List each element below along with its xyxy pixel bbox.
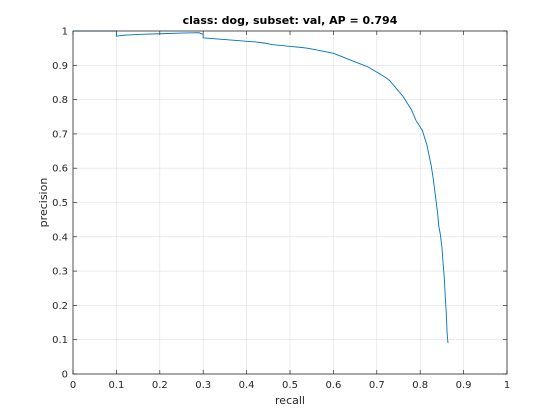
x-tick-label: 0.1 <box>108 380 124 391</box>
y-tick-label: 0.3 <box>52 267 68 278</box>
y-axis-label: precision <box>37 178 50 228</box>
x-tick-label: 0.2 <box>152 380 168 391</box>
chart-title: class: dog, subset: val, AP = 0.794 <box>183 14 398 27</box>
y-tick-label: 0 <box>62 370 68 381</box>
y-tick-label: 0.7 <box>52 129 68 140</box>
plot-box <box>72 30 508 375</box>
y-tick-label: 0.4 <box>52 232 68 243</box>
y-tick-label: 0.9 <box>52 61 68 72</box>
y-tick-label: 1 <box>62 27 68 38</box>
precision-recall-line <box>73 30 449 344</box>
x-tick-label: 0 <box>70 380 76 391</box>
y-tick-label: 0.5 <box>52 198 68 209</box>
x-axis-label: recall <box>275 394 305 407</box>
x-tick-label: 0.9 <box>456 380 472 391</box>
tick-labels: 0 0.1 0.2 0.3 0.4 0.5 0.6 0.7 0.8 0.9 1 0 0.1 0.2 0.3 0… <box>52 27 510 392</box>
x-tick-label: 0.7 <box>369 380 385 391</box>
x-tick-label: 0.4 <box>239 380 255 391</box>
x-tick-label: 0.8 <box>412 380 428 391</box>
x-tick-label: 0.5 <box>282 380 298 391</box>
x-tick-label: 0.3 <box>195 380 211 391</box>
grid <box>73 31 507 374</box>
y-tick-label: 0.8 <box>52 95 68 106</box>
x-tick-label: 0.6 <box>325 380 341 391</box>
y-tick-label: 0.6 <box>52 164 68 175</box>
y-tick-label: 0.2 <box>52 301 68 312</box>
y-tick-label: 0.1 <box>52 335 68 346</box>
x-tick-label: 1 <box>504 380 510 391</box>
